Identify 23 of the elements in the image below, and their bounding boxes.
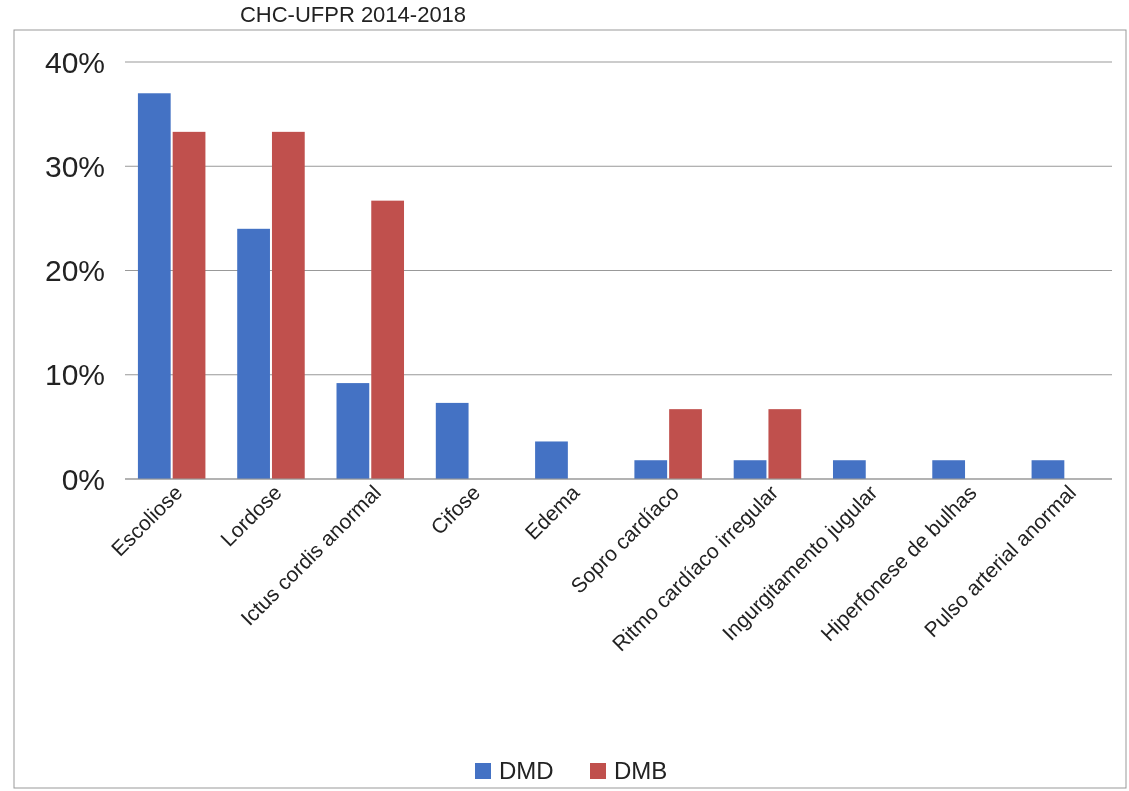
y-tick-label: 40% — [44, 45, 105, 79]
bar — [832, 460, 866, 479]
bar — [932, 460, 966, 479]
bar — [634, 460, 668, 479]
chart-title: CHC-UFPR 2014-2018 — [239, 2, 467, 27]
bar — [435, 402, 469, 479]
bar — [371, 200, 405, 479]
legend-label: DMD — [499, 757, 554, 785]
bar — [271, 131, 305, 479]
bar — [768, 409, 802, 479]
bar — [669, 409, 702, 479]
bar — [535, 441, 568, 479]
y-tick-label: 20% — [44, 254, 105, 287]
y-tick-label: 30% — [44, 149, 105, 183]
y-tick-label: 10% — [44, 358, 105, 392]
bar — [137, 93, 171, 479]
bar — [1031, 460, 1065, 479]
y-tick-label: 0% — [61, 462, 105, 496]
bar — [336, 383, 370, 479]
bar — [237, 228, 270, 479]
legend-label: DMB — [614, 757, 668, 785]
bar — [733, 460, 767, 479]
bar — [172, 131, 206, 479]
